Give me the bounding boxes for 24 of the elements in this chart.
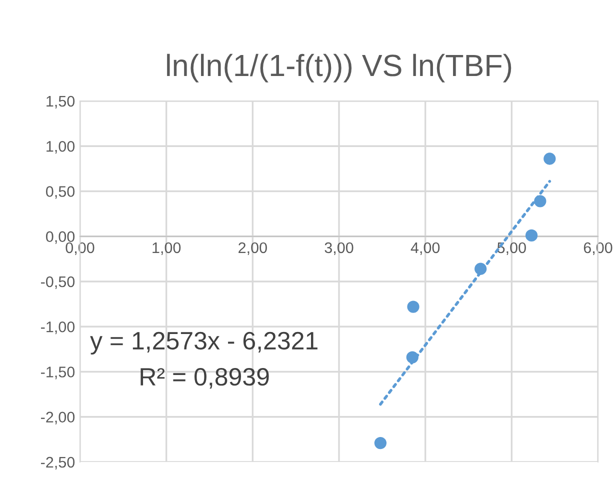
x-tick-label: 4,00 [410, 242, 440, 255]
annotation: R² = 0,8939 [140, 368, 269, 389]
y-tick-label: 0,00 [46, 231, 75, 244]
point [407, 300, 420, 313]
y-tick-label: -2,00 [41, 412, 75, 424]
point [474, 262, 487, 275]
x-tick-label: 1,00 [152, 242, 181, 255]
y-tick-label: -1,50 [41, 366, 75, 380]
x-tick-label: 5,00 [497, 242, 526, 255]
point [544, 152, 556, 165]
y-tick-label: -2,50 [41, 456, 75, 470]
y-tick-label: -0,50 [41, 276, 75, 289]
point [374, 436, 387, 450]
point [525, 229, 538, 242]
y-tick-label: 1,00 [46, 140, 75, 154]
x-tick-label: 2,00 [238, 242, 267, 255]
annotation: y = 1,2573x - 6,2321 [90, 332, 318, 355]
y-tick-label: -1,00 [41, 321, 75, 334]
x-tick-label: 3,00 [324, 242, 354, 255]
point [406, 351, 418, 364]
y-tick-label: 1,50 [46, 96, 75, 108]
point [534, 195, 546, 208]
chart-title: ln(ln(1/(1-f(t))) VS ln(TBF) [167, 54, 512, 82]
y-tick-label: 0,50 [46, 186, 75, 199]
